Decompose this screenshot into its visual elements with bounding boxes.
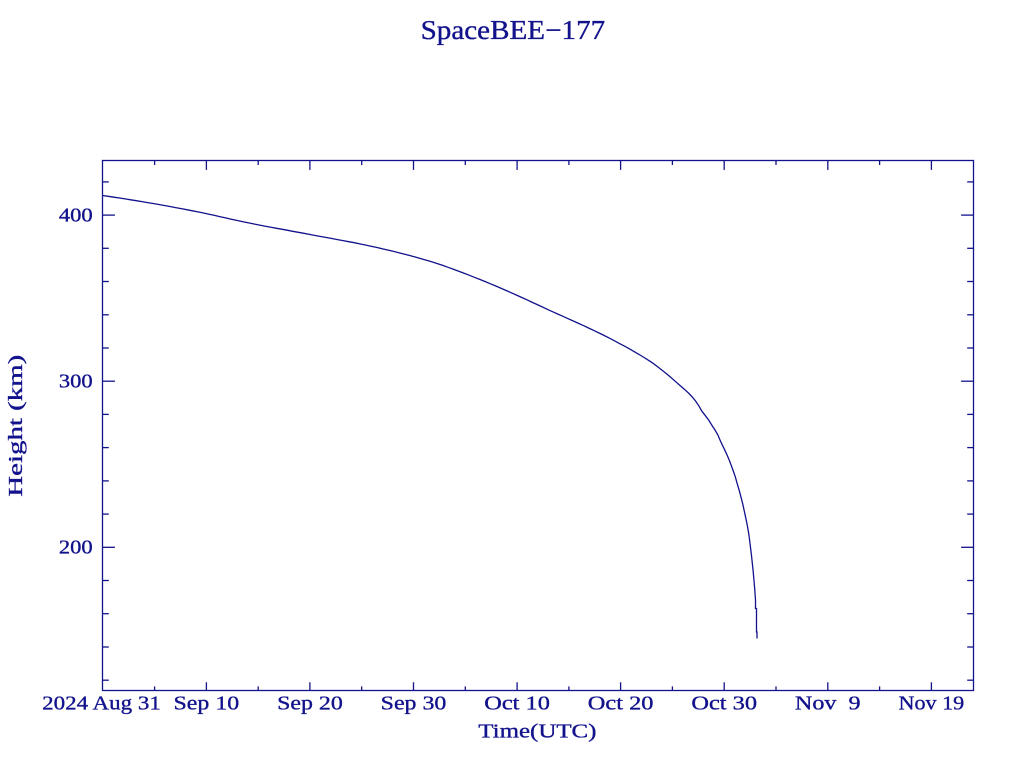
svg-text:SpaceBEE−177: SpaceBEE−177 bbox=[421, 15, 606, 45]
svg-text:Nov 19: Nov 19 bbox=[899, 693, 965, 715]
svg-text:Sep 30: Sep 30 bbox=[381, 693, 447, 715]
svg-text:Time(UTC): Time(UTC) bbox=[478, 721, 596, 743]
svg-text:Height (km): Height (km) bbox=[5, 355, 27, 497]
svg-text:2024 Aug 31: 2024 Aug 31 bbox=[42, 693, 161, 715]
svg-text:Sep 10: Sep 10 bbox=[174, 693, 240, 715]
svg-text:Oct 30: Oct 30 bbox=[691, 693, 757, 715]
svg-text:300: 300 bbox=[59, 371, 93, 393]
svg-text:Sep 20: Sep 20 bbox=[277, 693, 343, 715]
svg-text:Nov 9: Nov 9 bbox=[795, 693, 861, 715]
svg-text:Oct 20: Oct 20 bbox=[588, 693, 654, 715]
svg-text:200: 200 bbox=[59, 537, 93, 559]
svg-text:400: 400 bbox=[59, 205, 93, 227]
svg-text:Oct 10: Oct 10 bbox=[484, 693, 550, 715]
